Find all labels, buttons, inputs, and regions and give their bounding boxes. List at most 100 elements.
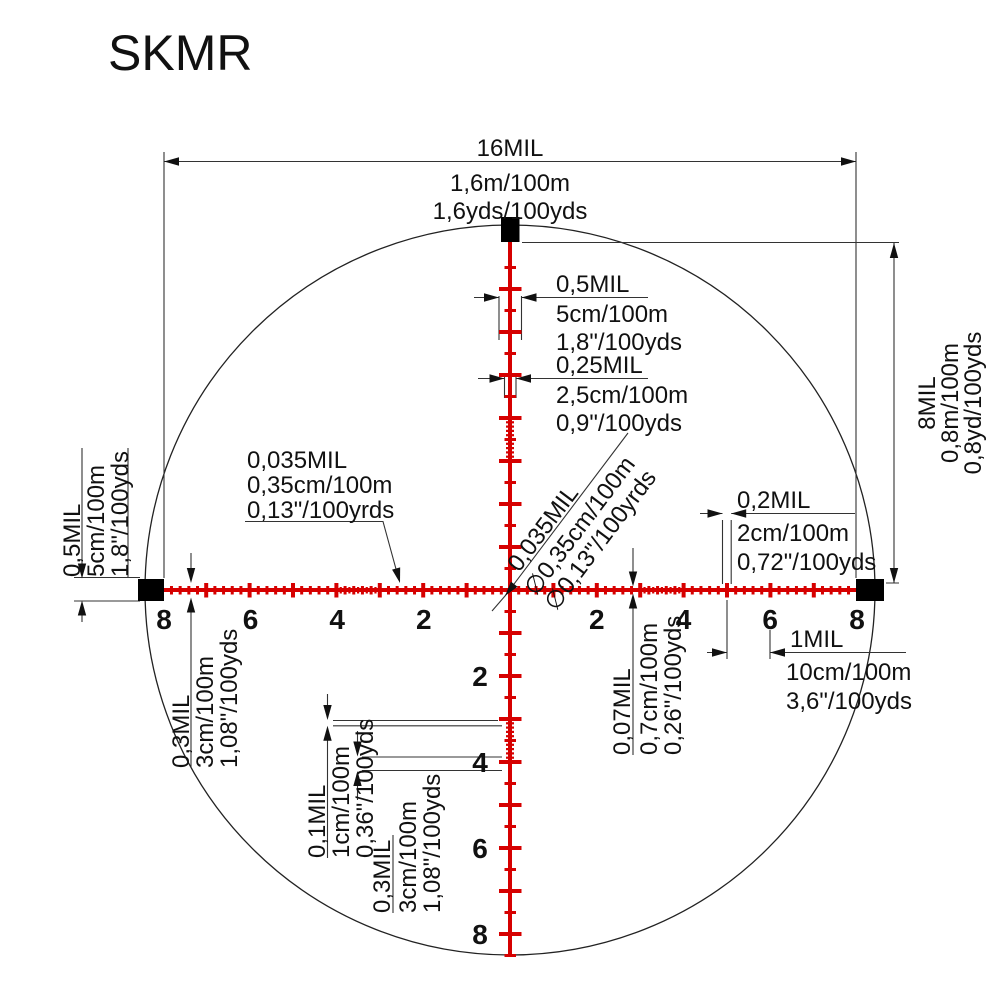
dimension-arrowhead	[628, 593, 638, 609]
page-title: SKMR	[108, 25, 252, 81]
dimension-arrowhead	[77, 600, 87, 616]
dimension-arrowhead	[353, 741, 362, 757]
dim-label: 3cm/100m	[192, 656, 219, 768]
annotation-thickness-0-07mil: 0,07MIL 0,7cm/100m 0,26"/100yds	[609, 616, 687, 755]
dimension-arrowhead	[186, 597, 196, 613]
dim-label: 1,6m/100m	[450, 170, 570, 197]
dim-label: 0,035MIL	[247, 447, 347, 474]
dimension-arrowhead	[521, 293, 537, 302]
dim-label: 0,5MIL	[556, 271, 629, 298]
dim-post-0-5mil	[74, 448, 140, 622]
dim-label: 8MIL	[914, 376, 941, 429]
top-post	[501, 217, 520, 242]
reticle-ticks	[169, 266, 851, 957]
h-axis-number: 2	[416, 604, 432, 635]
v-axis-number: 2	[472, 661, 488, 692]
annotation-fine-0-035mil: 0,035MIL 0,35cm/100m 0,13"/100yrds	[247, 447, 394, 524]
dimension-arrowhead	[841, 157, 856, 166]
dim-label: 3,6"/100yds	[786, 688, 912, 715]
dim-label: 5cm/100m	[556, 301, 668, 328]
annotation-tickheight-0-3mil: 0,3MIL 3cm/100m 1,08"/100yds	[168, 629, 243, 768]
dim-label: 0,8m/100m	[937, 343, 964, 463]
annotation-spacing-0-2mil: 0,2MIL 2cm/100m 0,72"/100yds	[737, 487, 876, 576]
dimension-arrowhead	[770, 648, 785, 657]
annotation-post-0-5mil: 0,5MIL 5cm/100m 1,8"/100yds	[59, 451, 134, 577]
leader-fine-0-035mil	[245, 520, 400, 581]
dim-label: 0,35cm/100m	[247, 472, 392, 499]
dimension-arrowhead	[353, 771, 362, 786]
dim-label: 2cm/100m	[737, 520, 849, 547]
reticle-crosshair	[164, 242, 856, 957]
dim-16mil	[163, 152, 857, 578]
dimension-arrowhead	[889, 243, 899, 258]
dim-label: 16MIL	[477, 135, 544, 162]
h-axis-number: 2	[589, 604, 605, 635]
dimension-arrowheads	[77, 157, 899, 786]
dim-label: 0,36"/100yds	[352, 719, 379, 858]
dimension-arrowhead	[77, 563, 87, 579]
h-axis-number: 6	[762, 604, 778, 635]
dim-label: 5cm/100m	[83, 465, 110, 577]
dim-label: 1,6yds/100yds	[433, 198, 588, 225]
annotation-bracket-0-3mil: 0,3MIL 3cm/100m 1,08"/100yds	[369, 774, 446, 913]
dim-label: 1,08"/100yds	[216, 629, 243, 768]
dimension-arrowhead	[889, 568, 899, 583]
dim-label: 0,72"/100yds	[737, 549, 876, 576]
dim-label: 0,25MIL	[556, 352, 643, 379]
h-axis-number: 8	[849, 604, 865, 635]
dimension-arrowhead	[484, 293, 499, 302]
dim-label: 0,3MIL	[168, 695, 195, 768]
dim-bracket-0-3mil	[356, 731, 502, 913]
dim-label: 0,5MIL	[59, 504, 86, 577]
v-axis-number: 8	[472, 919, 488, 950]
dim-spacing-0-2mil	[700, 512, 855, 584]
dim-label: 0,9"/100yds	[556, 410, 682, 437]
dim-label: 1cm/100m	[328, 746, 355, 858]
dim-label: 0,1MIL	[304, 785, 331, 858]
h-axis-number: 4	[676, 604, 692, 635]
dim-label: 10cm/100m	[786, 659, 911, 686]
dimension-arrowhead	[707, 509, 723, 518]
annotation-16mil: 16MIL 1,6m/100m 1,6yds/100yds	[433, 135, 588, 225]
dimension-arrowhead	[392, 567, 401, 583]
dim-label: 0,7cm/100m	[636, 623, 663, 755]
dimension-arrowhead	[323, 705, 332, 720]
left-post	[138, 579, 164, 601]
dim-label: 1,08"/100yds	[419, 774, 446, 913]
dim-label: 0,07MIL	[609, 668, 636, 755]
annotation-fine-0-1mil: 0,1MIL 1cm/100m 0,36"/100yds	[304, 719, 379, 858]
dim-label: 1,8"/100yds	[107, 451, 134, 577]
dim-spacing-1mil	[707, 600, 906, 659]
dim-label: 0,8yd/100yds	[960, 332, 987, 475]
h-axis-number: 6	[243, 604, 259, 635]
dimension-arrowhead	[489, 374, 505, 383]
dim-label: 0,3MIL	[369, 840, 396, 913]
h-axis-number: 4	[329, 604, 345, 635]
dim-label: 3cm/100m	[395, 801, 422, 913]
dim-label: 2,5cm/100m	[556, 382, 688, 409]
dim-label: 0,2MIL	[737, 487, 810, 514]
dim-label: 1,8"/100yds	[556, 329, 682, 356]
annotation-8mil: 8MIL 0,8m/100m 0,8yd/100yds	[914, 332, 987, 475]
dimension-arrowhead	[505, 581, 518, 596]
axis-numbers: 8 6 4 2 2 4 6 8 2 4 6 8	[156, 604, 865, 950]
annotation-tick-0-25mil: 0,25MIL 2,5cm/100m 0,9"/100yds	[556, 352, 688, 437]
dimension-arrowhead	[164, 157, 179, 166]
dimension-lines	[74, 152, 906, 913]
dim-8mil	[522, 241, 899, 584]
dimension-arrowhead	[186, 568, 196, 583]
dim-tick-0-25mil	[478, 377, 648, 398]
dim-label: 0,13"/100yrds	[247, 497, 394, 524]
dimension-arrowhead	[712, 648, 727, 657]
right-post	[856, 579, 884, 601]
dimension-arrowhead	[731, 509, 747, 518]
annotation-spacing-1mil: 1MIL 10cm/100m 3,6"/100yds	[786, 626, 912, 715]
v-axis-number: 4	[472, 747, 488, 778]
dim-tick-0-5mil	[474, 296, 648, 340]
dim-label: 1MIL	[790, 626, 843, 653]
h-axis-number: 8	[156, 604, 172, 635]
v-axis-number: 6	[472, 833, 488, 864]
dim-fine-0-1mil	[326, 694, 502, 858]
dimension-arrowhead	[323, 725, 332, 741]
